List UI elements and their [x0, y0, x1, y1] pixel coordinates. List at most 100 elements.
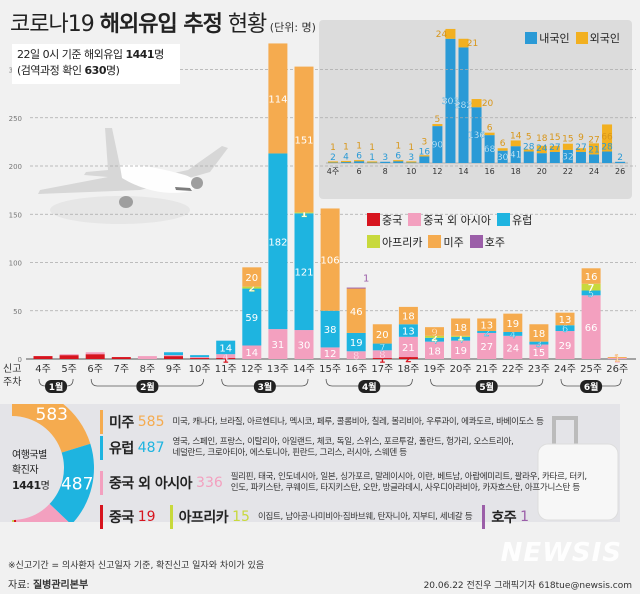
bar-stack: 30 121 1 151 — [294, 66, 314, 359]
bar-value-label: 24 — [506, 343, 519, 354]
inset-bar-domestic — [602, 151, 613, 163]
donut-slice-label: 583 — [36, 405, 68, 425]
month-badge — [358, 380, 381, 393]
inset-value-foreign: 1 — [343, 142, 349, 152]
inset-bar-domestic — [484, 135, 495, 163]
inset-bar-stack: 303 24 — [436, 28, 459, 163]
inset-x-tick: 4주 — [327, 167, 339, 176]
bar-stack — [111, 357, 131, 359]
airplane-illustration — [38, 128, 228, 224]
bar-value-label: 2 — [405, 354, 411, 365]
bar-segment-europe — [216, 340, 236, 355]
donut-slice-asia — [15, 503, 69, 522]
bar-value-label: 7 — [379, 343, 385, 354]
bar-value-label: 1 — [301, 209, 308, 220]
inset-value-foreign: 5 — [435, 115, 441, 125]
inset-x-tick: 10 — [406, 167, 416, 176]
bar-value-label: 13 — [559, 315, 572, 326]
region-name: 중국 외 아시아 — [109, 476, 193, 492]
inset-bar-foreign — [536, 145, 547, 154]
bar-value-label: 114 — [268, 94, 287, 105]
inset-x-tick: 14 — [458, 167, 468, 176]
inset-bar-stack: 11 — [367, 143, 378, 163]
bar-value-label: 2 — [431, 333, 438, 344]
inset-value-foreign: 15 — [549, 133, 560, 143]
bar-stack — [190, 355, 210, 359]
x-tick-label: 7주 — [114, 364, 130, 375]
title-part1: 코로나19 — [10, 12, 100, 37]
bar-segment-oceania — [346, 287, 366, 289]
bar-stack: 29 613 — [555, 312, 575, 359]
bar-segment-americas — [398, 306, 418, 325]
inset-bar-foreign — [445, 28, 456, 39]
bar-segment-europe — [451, 336, 471, 341]
inset-legend: 내국인 외국인 — [525, 30, 620, 46]
inset-value-domestic: 2 — [617, 153, 623, 163]
bar-stack — [137, 356, 157, 359]
donut-label-line: 확진자 — [12, 465, 39, 476]
bar-segment-europe — [555, 325, 575, 332]
bar-value-label: 16 — [585, 272, 598, 283]
inset-value-foreign: 66 — [601, 133, 613, 143]
bar-value-label: 2 — [484, 328, 490, 339]
bar-value-label: 106 — [321, 256, 340, 267]
bar-segment-americas — [268, 43, 288, 154]
donut-total-unit: 명 — [40, 481, 50, 492]
inset-value-domestic: 6 — [356, 152, 362, 162]
bar-segment-americas — [555, 312, 575, 326]
inset-bar-domestic — [354, 160, 365, 163]
inset-bar-foreign — [393, 160, 404, 162]
inset-bar-foreign — [419, 155, 430, 157]
bar-segment-americas — [581, 268, 601, 284]
bar-segment-europe — [268, 153, 288, 330]
bar-segment-africa — [294, 212, 314, 214]
month-label: 1월 — [49, 381, 64, 393]
inset-bar-stack: 32 15 — [562, 135, 574, 163]
month-label: 3월 — [258, 381, 273, 393]
bar-value-label: 5 — [588, 289, 594, 300]
bar-value-label: 15 — [533, 348, 546, 359]
inset-bar-foreign — [589, 143, 599, 155]
legend-label-domestic: 내국인 — [539, 32, 570, 45]
main-legend: 중국 중국 외 아시아 유럽 아프리카 미주 호주 — [367, 212, 532, 256]
bar-segment-china — [59, 355, 79, 359]
bar-segment-asia — [190, 357, 210, 359]
legend-label-foreign: 외국인 — [589, 32, 620, 45]
bar-value-label: 121 — [294, 268, 313, 279]
x-tick-label: 14주 — [293, 364, 315, 375]
bar-value-label: 27 — [480, 342, 493, 353]
bar-segment-europe — [477, 331, 497, 333]
summary-text: 22일 0시 기준 해외유입 — [17, 48, 126, 61]
inset-bar-domestic — [341, 161, 352, 163]
half-donut-chart: 583 487 336 — [12, 404, 94, 522]
inset-bar-stack: 282 21 — [455, 38, 478, 163]
inset-x-tick: 16 — [485, 167, 495, 176]
region-countries: 필리핀, 태국, 인도네시아, 일본, 싱가포르, 말레이시아, 이란, 베트남… — [231, 472, 587, 494]
region-row-china-africa-oceania: 중국 19 아프리카 15 이집트, 남아공·나미비아·짐바브웨, 탄자니아, … — [100, 505, 537, 529]
bar-value-label: 7 — [588, 283, 595, 294]
region-name: 호주 — [491, 510, 517, 526]
x-tick-label: 19주 — [424, 364, 446, 375]
countries-line: 필리핀, 태국, 인도네시아, 일본, 싱가포르, 말레이시아, 이란, 베트남… — [230, 472, 587, 482]
inset-value-domestic: 30 — [497, 153, 509, 163]
bar-value-label: 4 — [223, 352, 229, 363]
bar-value-label: 3 — [536, 339, 542, 350]
inset-value-foreign: 1 — [369, 143, 375, 153]
inset-bar-domestic — [562, 149, 573, 163]
donut-slice-africa — [12, 519, 14, 522]
summary-line-total: 22일 0시 기준 해외유입 1441명 — [17, 47, 175, 63]
inset-bar-stack: 61 — [354, 142, 365, 163]
bar-segment-europe — [320, 310, 340, 348]
inset-value-foreign: 20 — [482, 99, 494, 109]
page-title: 코로나19 해외유입 추정 현황 (단위: 명) — [10, 6, 316, 38]
x-tick-label: 20주 — [450, 364, 472, 375]
inset-value-foreign: 15 — [562, 135, 573, 145]
inset-bar-foreign — [341, 160, 352, 163]
region-countries: 영국, 스페인, 프랑스, 이탈리아, 아일랜드, 체코, 독일, 스위스, 포… — [173, 437, 514, 459]
bar-segment-europe — [529, 341, 549, 345]
bar-segment-americas — [607, 357, 627, 359]
region-marker — [100, 436, 103, 460]
bar-value-label: 1 — [614, 354, 620, 365]
